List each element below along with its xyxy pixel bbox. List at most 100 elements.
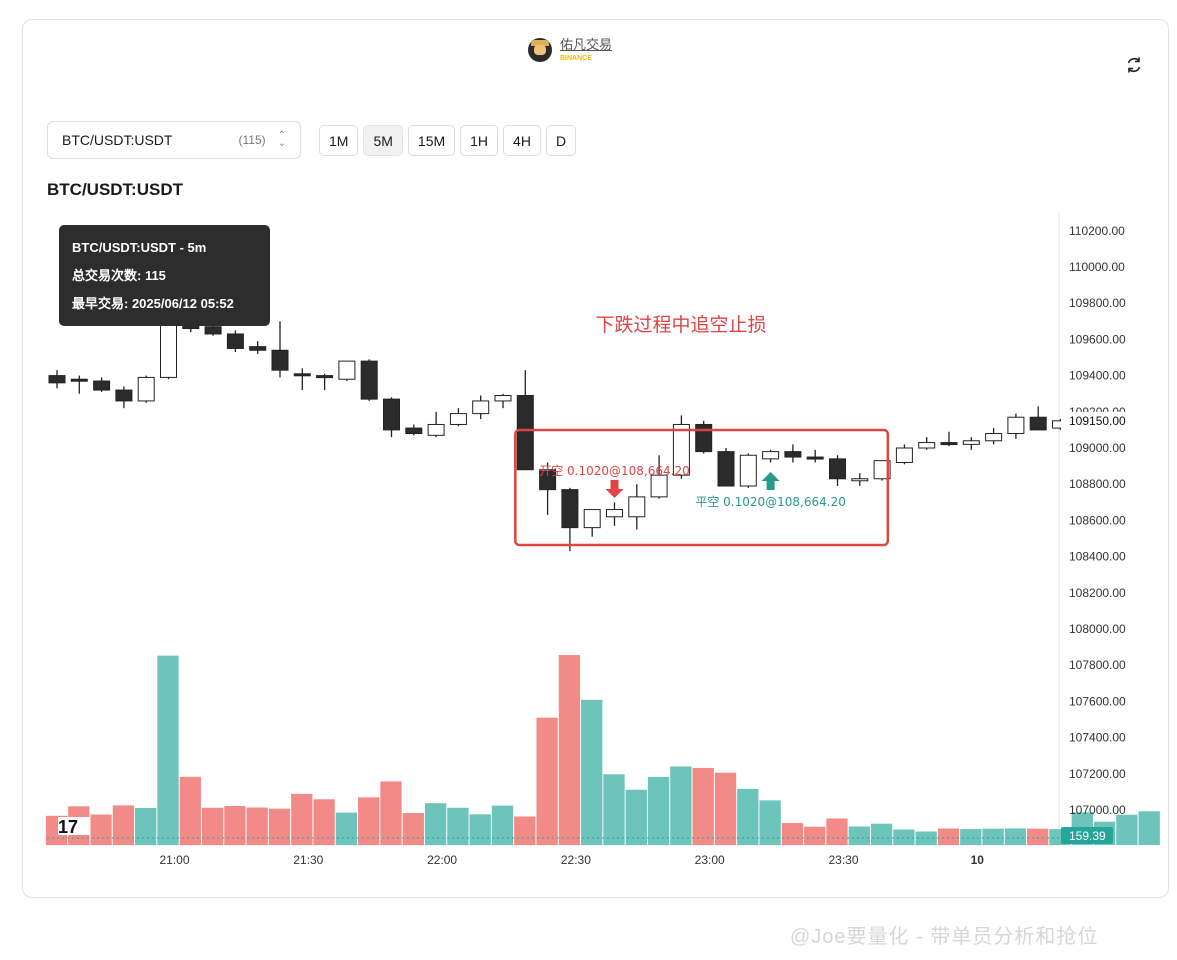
timeframe-button-1h[interactable]: 1H (460, 125, 499, 156)
candle-body (204, 326, 222, 335)
price-tick-label: 109800.00 (1069, 296, 1126, 310)
candle-body (873, 460, 891, 480)
time-tick-label: 22:30 (561, 853, 591, 867)
candle-body (829, 458, 846, 480)
timeframe-button-5m[interactable]: 5M (363, 125, 403, 156)
volume-bar (670, 766, 692, 845)
volume-bar (1027, 828, 1049, 845)
volume-bar (581, 699, 603, 845)
volume-bar (112, 805, 135, 845)
close-short-label: 平空 0.1020@108,664.20 (695, 495, 846, 509)
volume-bar (826, 818, 848, 845)
volume-bar (848, 826, 870, 845)
price-tick-label: 107800.00 (1069, 658, 1126, 672)
price-tick-label: 107200.00 (1069, 767, 1126, 781)
volume-bar (90, 814, 112, 845)
timeframe-button-4h[interactable]: 4H (503, 125, 541, 156)
candle-body (962, 440, 980, 445)
volume-bar (647, 776, 670, 845)
annotation-text: 下跌过程中追空止损 (595, 314, 766, 336)
volume-bar (982, 828, 1004, 845)
candle-body (717, 451, 735, 487)
refresh-icon[interactable] (1124, 55, 1144, 75)
candle-body (806, 456, 824, 460)
candle-body (48, 375, 66, 384)
user-header[interactable]: 佑凡交易 BINANCE (528, 30, 612, 70)
chart-title: BTC/USDT:USDT (47, 180, 183, 199)
volume-bar (915, 831, 937, 845)
price-tick-label: 109600.00 (1069, 332, 1126, 346)
candle-body (70, 378, 88, 382)
volume-bar (424, 803, 447, 845)
volume-bar (491, 805, 514, 845)
symbol-select[interactable]: BTC/USDT:USDT (115) ⌃ ⌄ (47, 121, 301, 159)
candle-body (160, 322, 177, 378)
tooltip-symbol: BTC/USDT:USDT - 5m (72, 240, 207, 255)
volume-bar (358, 797, 380, 845)
candle-body (940, 442, 958, 446)
price-tick-label: 108000.00 (1069, 622, 1126, 636)
candle-body (516, 395, 534, 471)
volume-bar (135, 808, 157, 845)
symbol-select-value: BTC/USDT:USDT (62, 132, 173, 148)
volume-bar (335, 812, 358, 845)
candle-body (316, 375, 334, 379)
volume-bar (157, 655, 179, 845)
candle-body (338, 360, 356, 380)
timeframe-button-1m[interactable]: 1M (319, 125, 359, 156)
price-tick-label: 109400.00 (1069, 369, 1126, 383)
tradingview-logo-background (58, 817, 90, 835)
candle-body (93, 380, 111, 391)
volume-bar (313, 799, 335, 845)
volume-bar (781, 823, 804, 845)
candle-body (1029, 416, 1047, 431)
open-short-arrow-icon (605, 480, 624, 498)
price-tick-label: 107400.00 (1069, 731, 1126, 745)
timeframe-button-d[interactable]: D (545, 125, 577, 156)
volume-bar (201, 807, 224, 845)
volume-bar (179, 776, 201, 845)
volume-bar (937, 828, 960, 845)
candle-body (628, 496, 646, 518)
timeframe-button-15m[interactable]: 15M (407, 125, 456, 156)
username-link[interactable]: 佑凡交易 (560, 37, 613, 52)
candle-body (115, 389, 133, 402)
candle-body (293, 373, 311, 377)
price-tick-label: 110200.00 (1069, 224, 1125, 238)
volume-bar (870, 823, 893, 845)
volume-bar (514, 816, 536, 845)
candle-body (851, 478, 869, 482)
candle-body (606, 509, 623, 518)
time-tick-label: 23:30 (828, 853, 858, 867)
volume-bar (603, 774, 625, 845)
time-tick-label: 10 (971, 853, 985, 867)
watermark: @Joe要量化 - 带单员分析和抢位 (790, 926, 1099, 948)
highlight-box (514, 428, 890, 547)
volume-bar (536, 717, 558, 845)
candle-body (472, 400, 490, 415)
volume-bar (402, 813, 424, 845)
candle-body (784, 451, 802, 458)
price-tick-label: 110000.00 (1069, 260, 1125, 274)
candle-body (360, 360, 378, 400)
volume-bar (625, 789, 647, 845)
candle-body (918, 442, 936, 449)
exchange-label: BINANCE (560, 55, 592, 62)
candle-body (1007, 416, 1025, 435)
volume-bar (447, 807, 469, 845)
price-tick-label: 108800.00 (1069, 477, 1126, 491)
open-short-label: 开空 0.1020@108,664.20 (539, 464, 690, 478)
volume-bar (1004, 828, 1027, 845)
candlestick-chart[interactable]: 110200.00 110000.00 109800.00 109600.00 1094… (0, 0, 1177, 880)
candle-body (226, 333, 244, 349)
time-tick-label: 21:00 (159, 853, 189, 867)
candle-body (739, 454, 757, 487)
price-tick-label: 107600.00 (1069, 694, 1126, 708)
volume-bar (893, 829, 915, 845)
volume-bar (960, 829, 982, 845)
volume-bar (268, 808, 291, 845)
price-tick-label: 108600.00 (1069, 513, 1126, 527)
close-short-arrow-icon (761, 472, 780, 490)
time-tick-label: 22:00 (427, 853, 457, 867)
price-tick-label: 108400.00 (1069, 550, 1126, 564)
